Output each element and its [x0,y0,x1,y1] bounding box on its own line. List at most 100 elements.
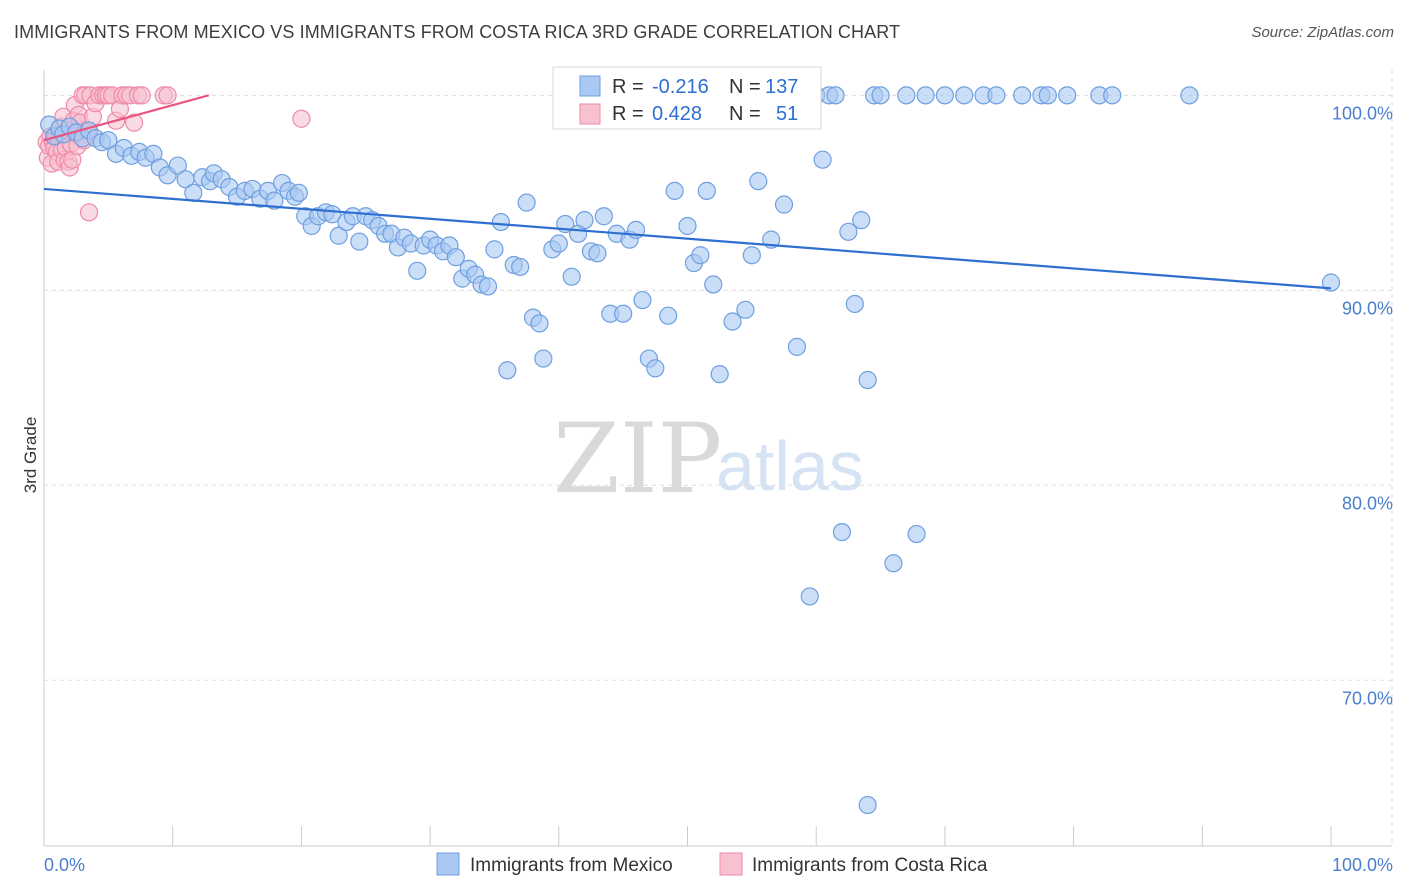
mexico-point [1103,86,1122,105]
mexico-point [350,232,369,251]
mexico-trend-line [43,187,1332,290]
axis-ticks: 100.0% 90.0% 80.0% 70.0% 0.0% 100.0% [44,103,1393,875]
legend-n-label-mexico: N = [729,76,761,98]
mexico-point [1321,273,1341,292]
mexico-point [787,337,806,356]
costa-rica-point [124,113,144,132]
mexico-point [691,246,710,265]
mexico-point [916,86,935,105]
y-tick-label: 90.0% [1342,298,1393,318]
mexico-point [710,365,729,384]
mexico-point [1038,86,1057,105]
y-tick-label: 70.0% [1342,688,1393,708]
mexico-point [774,195,794,214]
mexico-point [289,183,308,202]
legend-swatch-mexico [579,75,601,97]
y-tick-label: 80.0% [1342,493,1393,513]
mexico-point [265,191,284,210]
mexico-point [99,131,118,150]
x-tick-label: 100.0% [1332,855,1393,875]
mexico-point [813,150,832,169]
mexico-point [485,240,504,259]
mexico-point [723,312,742,331]
mexico-point [884,554,903,573]
mexico-point [1180,86,1199,105]
mexico-point [845,294,864,314]
mexico-point [562,267,581,286]
mexico-point [168,156,187,175]
y-tick-label: 100.0% [1332,103,1393,123]
mexico-point [704,275,723,294]
mexico-point [646,359,665,378]
mexico-point [697,181,716,200]
mexico-point [907,524,926,544]
mexico-point [955,86,974,105]
mexico-point [446,248,465,267]
costa-rica-point [132,86,151,105]
mexico-point [659,306,678,325]
series-mexico-points [40,86,1341,815]
mexico-point [614,304,633,323]
mexico-point [742,246,761,265]
y-axis-label: 3rd Grade [21,417,40,494]
costa-rica-point [158,86,177,105]
mexico-point [633,290,652,310]
watermark-zip: ZIP [553,403,722,515]
mexico-point [665,181,684,200]
mexico-point [549,234,568,253]
legend-r-label-mexico: R = [612,76,644,98]
mexico-point [498,361,517,380]
legend-r-value-mexico: -0.216 [652,76,709,98]
mexico-point [594,207,613,226]
mexico-point [588,244,607,263]
mexico-point [408,261,427,280]
mexico-point [800,587,819,606]
mexico-point [329,226,348,245]
mexico-point [1013,86,1032,105]
mexico-point [678,216,697,236]
bottom-legend-label-mexico: Immigrants from Mexico [470,855,673,876]
bottom-legend-label-costa-rica: Immigrants from Costa Rica [752,855,988,876]
mexico-point [517,193,536,212]
legend-n-value-mexico: 137 [765,76,798,98]
mexico-point [871,86,890,105]
bottom-legend-swatch-mexico [436,852,460,876]
legend-r-label-costa-rica: R = [612,103,644,125]
mexico-point [826,86,845,105]
mexico-point [858,795,877,815]
mexico-point [897,86,916,105]
mexico-point [511,257,530,277]
costa-rica-point [292,109,311,128]
mexico-point [749,172,768,191]
mexico-point [575,211,594,230]
axes [43,70,1392,847]
mexico-point [839,222,858,241]
costa-rica-trend-line [43,94,210,142]
x-tick-label: 0.0% [44,855,85,875]
mexico-point [736,300,755,319]
chart-title: IMMIGRANTS FROM MEXICO VS IMMIGRANTS FRO… [14,22,901,42]
mexico-point [832,522,852,542]
trend-lines [43,94,1332,290]
mexico-point [491,212,510,232]
mexico-point [1058,86,1077,105]
bottom-legend-swatch-costa-rica [719,852,743,876]
legend-n-value-costa-rica: 51 [776,103,798,125]
mexico-point [534,349,553,368]
legend-n-label-costa-rica: N = [729,103,761,125]
watermark-atlas: atlas [716,427,864,505]
mexico-point [858,370,877,390]
bottom-legend: Immigrants from Mexico Immigrants from C… [436,852,988,876]
costa-rica-point [79,203,99,222]
legend-r-value-costa-rica: 0.428 [652,103,702,125]
mexico-point [987,86,1006,105]
mexico-point [184,183,203,202]
mexico-point [852,211,871,230]
mexico-point [478,277,498,296]
mexico-point [530,314,549,333]
correlation-legend: R = -0.216 N = 137 R = 0.428 N = 51 [552,66,822,130]
mexico-point [935,86,955,105]
source-label: Source: ZipAtlas.com [1251,24,1394,41]
legend-swatch-costa-rica [579,103,601,125]
